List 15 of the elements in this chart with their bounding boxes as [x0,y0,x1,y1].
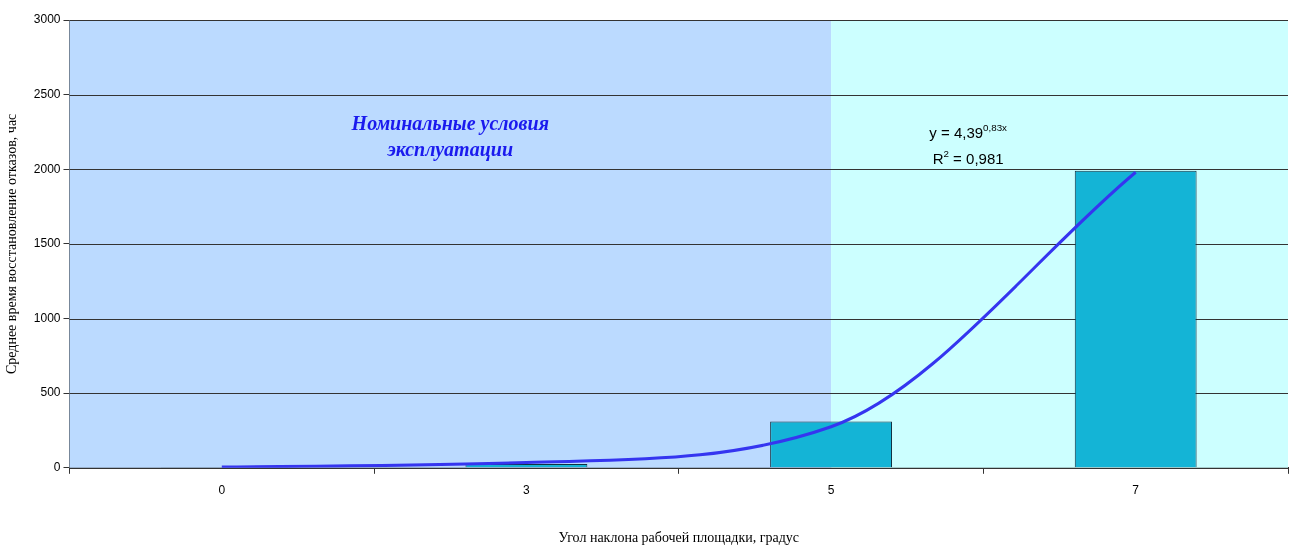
x-tick-label: 7 [1132,483,1140,498]
x-axis-title: Угол наклона рабочей площадки, градус [558,530,799,546]
x-tick-label: 5 [827,483,835,498]
line-series [220,170,1138,468]
x-tick-label: 3 [523,483,531,498]
y-tick-label: 1500 [33,236,61,251]
y-tick-label: 0 [53,460,61,475]
annotation: Номинальные условия эксплуатации [350,112,549,161]
x-tick-label: 0 [218,483,226,498]
y-tick-label: 2000 [33,161,61,176]
y-tick-label: 500 [40,385,61,400]
y-tick-label: 3000 [33,12,61,27]
y-tick-label: 1000 [33,310,61,325]
y-axis-title: Среднее время восстановление отказов, час [4,113,20,375]
y-tick-label: 2500 [33,86,61,101]
